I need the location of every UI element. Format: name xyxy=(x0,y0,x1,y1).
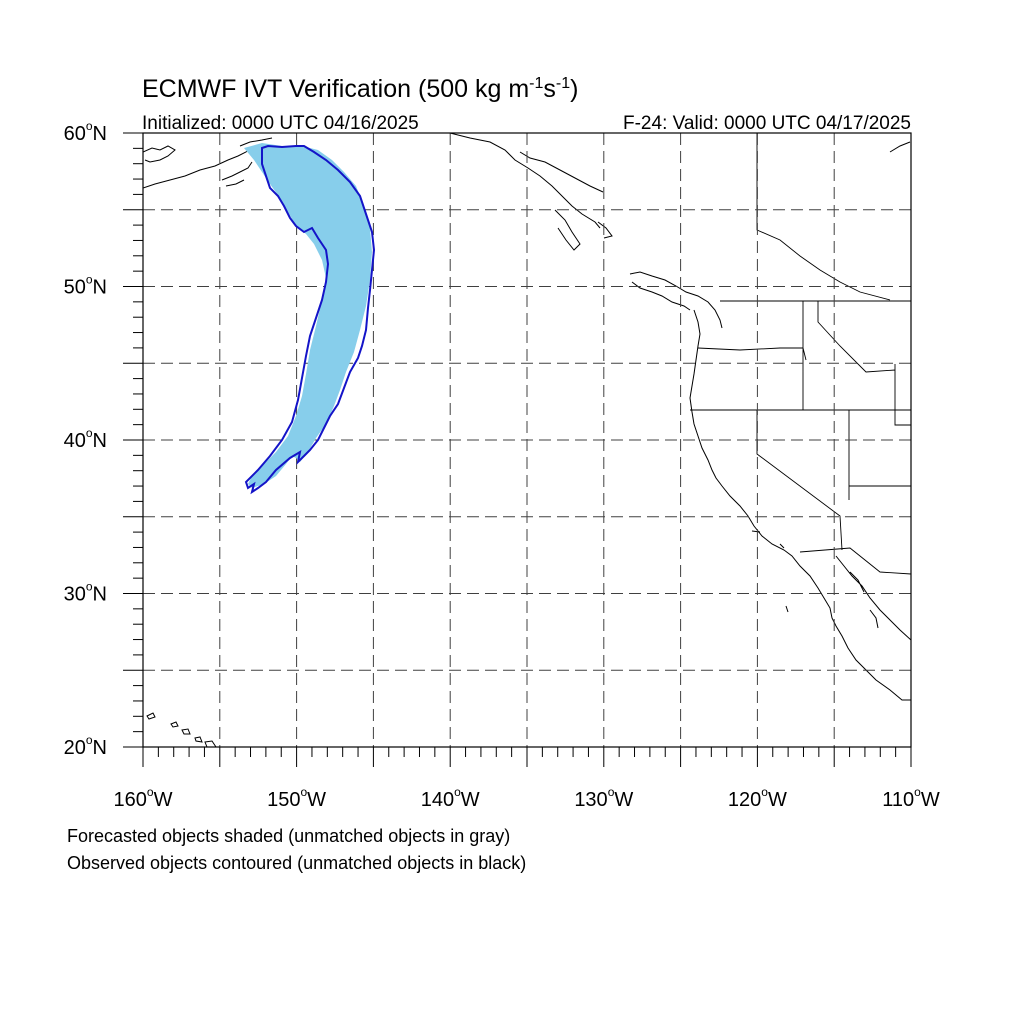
x-tick-label: 140oW xyxy=(421,785,480,811)
y-tick-label: 30oN xyxy=(64,580,107,606)
baja-gulf-coast xyxy=(835,555,911,641)
initialized-label: Initialized: 0000 UTC 04/16/2025 xyxy=(142,113,419,134)
x-tick-label: 110oW xyxy=(882,785,940,811)
longitude-labels: 160oW 150oW 140oW 130oW 120oW 110oW xyxy=(114,785,940,811)
coastlines xyxy=(143,133,911,747)
x-tick-label: 150oW xyxy=(267,785,326,811)
state-borders xyxy=(690,133,911,575)
west-coast xyxy=(629,271,911,701)
political-borders xyxy=(690,133,911,575)
latitude-labels: 60oN 50oN 40oN 30oN 20oN xyxy=(64,119,107,759)
y-tick-label: 40oN xyxy=(64,426,107,452)
observed-note: Observed objects contoured (unmatched ob… xyxy=(67,853,526,873)
valid-label: F-24: Valid: 0000 UTC 04/17/2025 xyxy=(623,113,911,134)
y-tick-label: 60oN xyxy=(64,119,107,145)
y-tick-label: 20oN xyxy=(64,733,107,759)
axis-ticks xyxy=(123,132,912,767)
observed-ivt-contour xyxy=(244,144,376,495)
x-tick-label: 130oW xyxy=(574,785,633,811)
channel-islands xyxy=(751,530,789,613)
forecast-ivt-object xyxy=(244,143,372,488)
alaska-coast xyxy=(143,133,911,251)
forecast-note: Forecasted objects shaded (unmatched obj… xyxy=(67,826,510,846)
figure-title: ECMWF IVT Verification (500 kg m-1s-1) xyxy=(142,75,578,103)
map-area xyxy=(123,132,912,767)
x-tick-label: 160oW xyxy=(114,785,173,811)
x-tick-label: 120oW xyxy=(728,785,787,811)
hawaii-islands xyxy=(146,712,217,747)
y-tick-label: 50oN xyxy=(64,273,107,299)
gridlines xyxy=(143,133,911,747)
